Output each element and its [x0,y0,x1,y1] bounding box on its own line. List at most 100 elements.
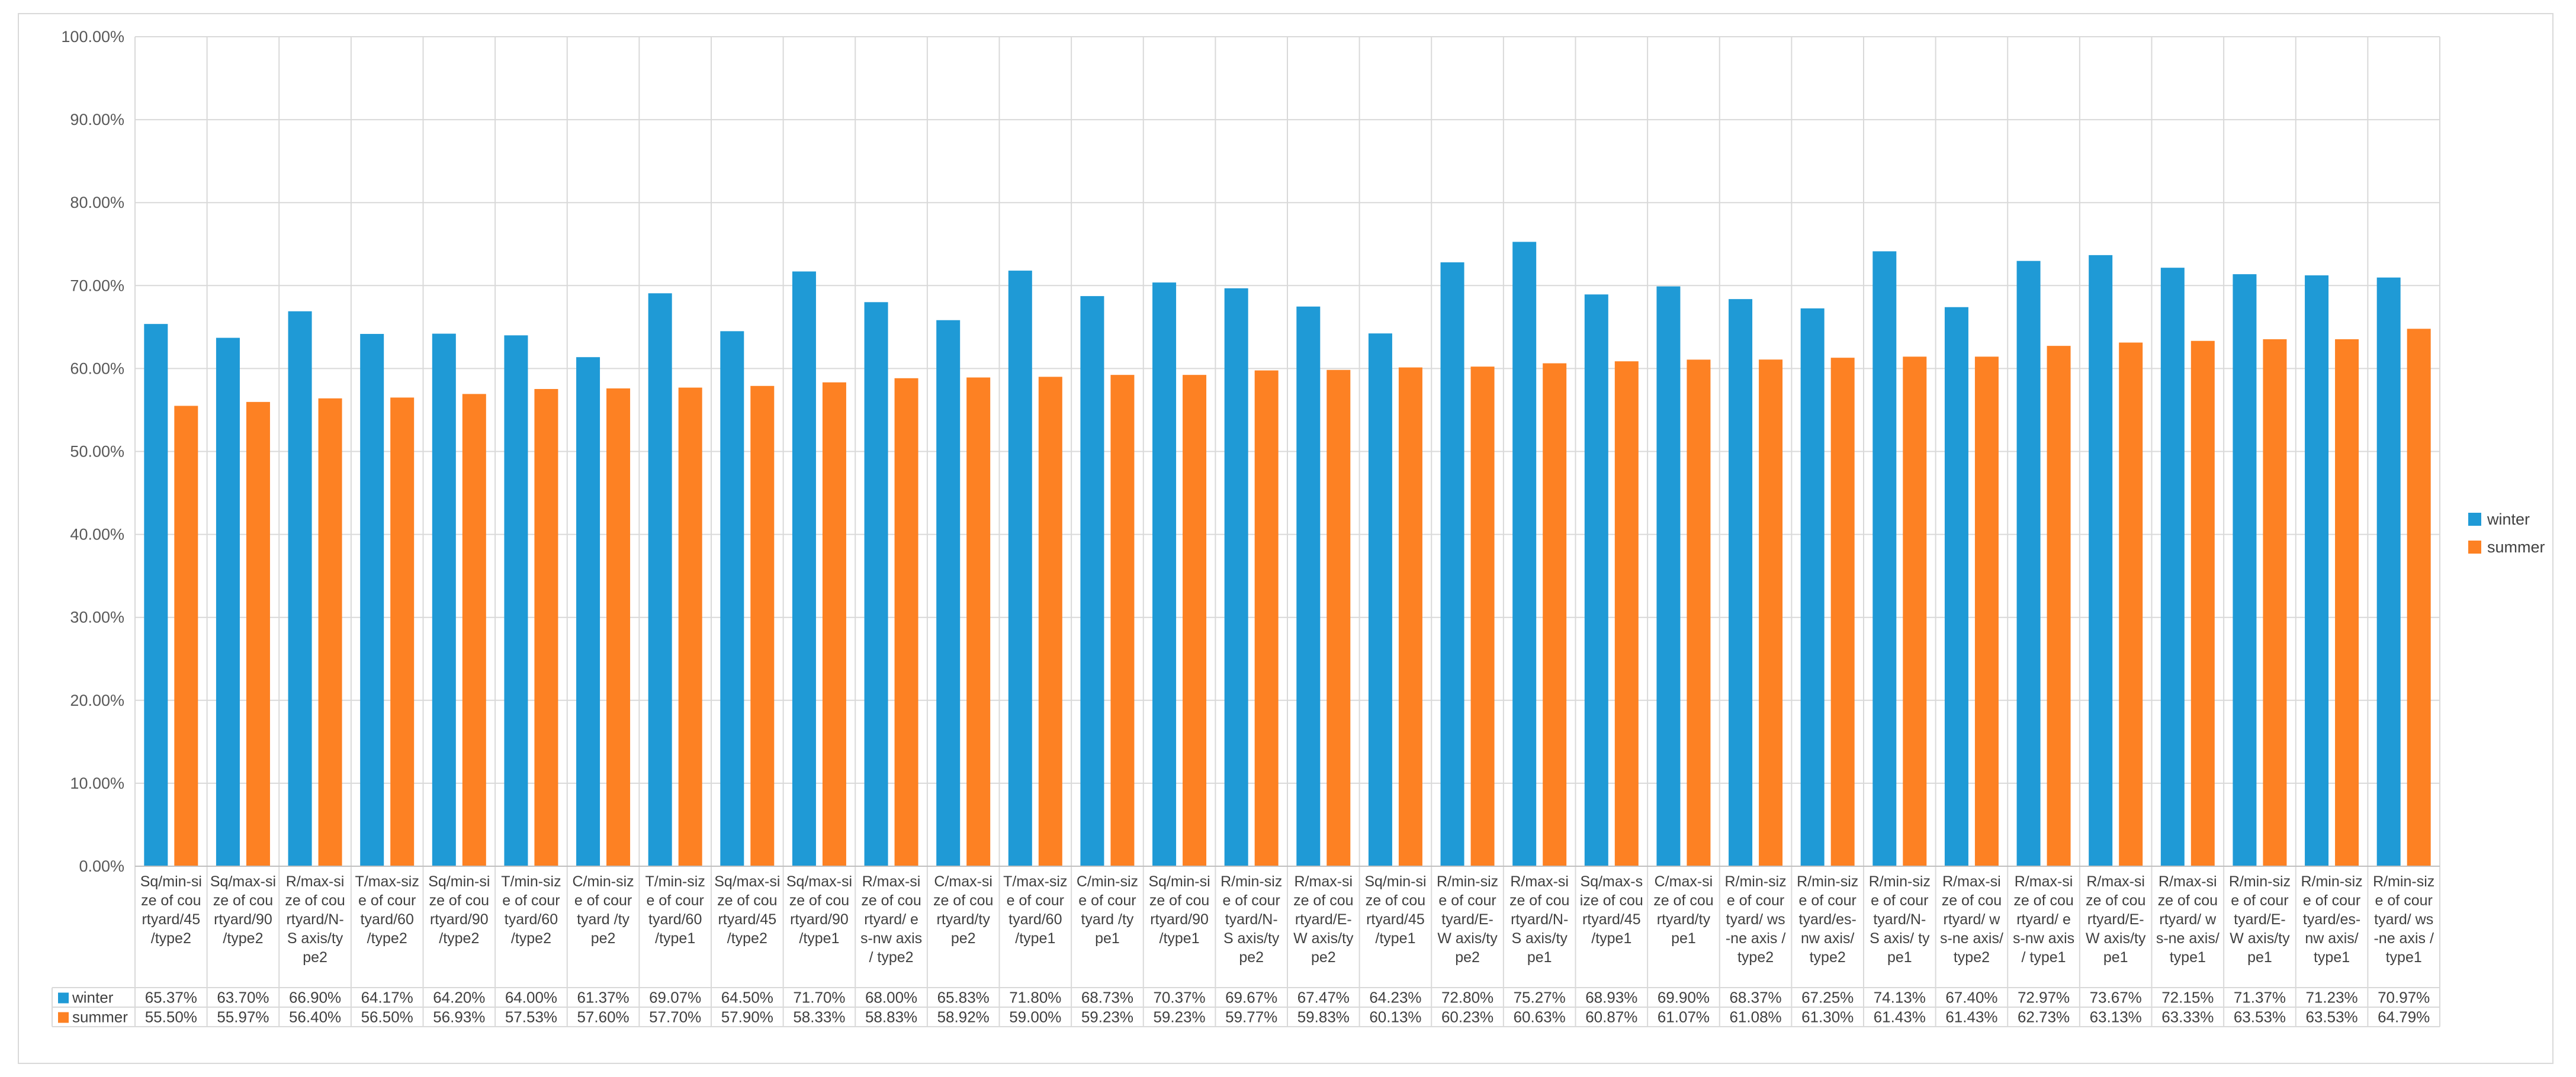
bar-summer [822,382,846,866]
table-cell-value: 60.13% [1369,1008,1421,1026]
legend-key-winter [2468,513,2481,526]
bar-winter [1296,306,1321,866]
bar-summer [678,387,702,866]
bar-summer [1759,359,1783,866]
category-label: C/min-siz e of cour tyard /ty pe2 [572,873,634,947]
table-cell-value: 57.53% [505,1008,557,1026]
table-cell-value: 61.37% [577,989,629,1007]
category-label: R/min-siz e of cour tyard/es-nw axis/type2 [1797,873,1858,966]
category-label: R/min-siz e of cour tyard/ ws -ne axis / typ… [2373,873,2434,966]
category-label: Sq/max-si ze of cou rtyard/45/type2 [714,873,780,947]
bar-summer [462,394,486,866]
bar-summer [1903,356,1927,866]
category-label: T/min-siz e of cour tyard/60/type2 [501,873,561,947]
table-cell-value: 69.67% [1225,989,1277,1007]
category-label: Sq/min-si ze of cou rtyard/90/type2 [428,873,490,947]
table-cell-value: 71.70% [793,989,845,1007]
category-label: T/max-siz e of cour tyard/60/type2 [355,873,419,947]
table-cell-value: 67.47% [1297,989,1350,1007]
table-cell-value: 72.80% [1441,989,1493,1007]
table-cell-value: 56.40% [289,1008,341,1026]
table-legend-key-summer [58,1012,69,1023]
table-cell-value: 55.50% [145,1008,197,1026]
table-cell-value: 63.13% [2090,1008,2142,1026]
table-cell-value: 61.30% [1801,1008,1854,1026]
table-cell-value: 69.90% [1658,989,1710,1007]
bar-winter [2089,255,2113,866]
bar-summer [1038,377,1062,866]
bar-winter [1944,307,1968,866]
bar-summer [2119,342,2143,866]
bar-winter [1656,286,1681,866]
table-cell-value: 75.27% [1514,989,1566,1007]
bar-summer [2263,339,2287,866]
y-tick-label: 100.00% [61,28,124,46]
y-tick-label: 10.00% [70,774,124,792]
category-label: Sq/min-si ze of cou rtyard/45/type1 [1364,873,1426,947]
table-cell-value: 66.90% [289,989,341,1007]
bar-summer [246,401,270,866]
bar-summer [318,398,342,866]
table-cell-value: 61.43% [1945,1008,1997,1026]
bar-summer [750,385,775,866]
y-tick-label: 0.00% [79,857,124,875]
table-cell-value: 60.63% [1514,1008,1566,1026]
table-cell-value: 59.83% [1297,1008,1350,1026]
bar-summer [894,378,918,866]
bar-summer [1183,375,1207,866]
table-legend-key-winter [58,992,69,1004]
bar-winter [1008,271,1032,866]
table-series-name: summer [72,1008,128,1026]
bar-summer [1614,361,1639,866]
table-cell-value: 59.00% [1009,1008,1061,1026]
table-cell-value: 64.17% [361,989,413,1007]
bar-summer [2190,340,2215,866]
bar-winter [432,333,456,866]
table-cell-value: 64.00% [505,989,557,1007]
category-label: R/max-si ze of cou rtyard/N-S axis/ty pe2 [285,873,345,966]
category-label: Sq/max-s ize of cou rtyard/45/type1 [1580,873,1643,947]
category-label: R/max-si ze of cou rtyard/E-W axis/ty pe2 [1293,873,1354,966]
category-label: Sq/min-si ze of cou rtyard/90/type1 [1148,873,1210,947]
table-cell-value: 58.83% [865,1008,917,1026]
y-tick-label: 90.00% [70,111,124,128]
legend-label: winter [2487,510,2530,528]
bar-winter [648,293,672,866]
table-cell-value: 74.13% [1874,989,1926,1007]
table-cell-value: 61.43% [1874,1008,1926,1026]
y-tick-label: 80.00% [70,194,124,211]
table-cell-value: 64.20% [433,989,485,1007]
category-label: R/max-si ze of cou rtyard/ w s-ne axis/type… [1940,873,2003,966]
bar-winter [1512,242,1537,866]
bar-winter [2233,274,2257,866]
y-tick-label: 30.00% [70,609,124,626]
table-cell-value: 61.07% [1658,1008,1710,1026]
bar-winter [288,311,312,866]
legend-label: summer [2487,538,2545,556]
table-cell-value: 70.37% [1153,989,1205,1007]
table-cell-value: 63.33% [2161,1008,2214,1026]
table-cell-value: 68.73% [1081,989,1133,1007]
bar-winter [1368,333,1392,866]
category-label: R/min-siz e of cour tyard/es-nw axis/type1 [2301,873,2362,966]
table-cell-value: 72.97% [2018,989,2070,1007]
bar-winter [2305,275,2329,866]
category-label: C/max-si ze of cou rtyard/ty pe1 [1653,873,1713,947]
table-cell-value: 58.33% [793,1008,845,1026]
bar-summer [1398,367,1422,866]
category-label: R/min-siz e of cour tyard/E-W axis/ty pe2 [1437,873,1498,966]
table-cell-value: 57.70% [649,1008,701,1026]
table-cell-value: 67.25% [1801,989,1854,1007]
bar-winter [2016,261,2041,866]
bar-winter [1224,288,1248,866]
bar-summer [1830,358,1855,866]
bar-winter [144,324,168,866]
category-label: R/max-si ze of cou rtyard/ w s-ne axis/type… [2156,873,2220,966]
table-cell-value: 60.23% [1441,1008,1493,1026]
table-cell-value: 68.37% [1729,989,1781,1007]
table-cell-value: 70.97% [2378,989,2430,1007]
category-label: T/min-siz e of cour tyard/60/type1 [645,873,705,947]
bar-summer [1326,369,1351,866]
category-label: T/max-siz e of cour tyard/60/type1 [1003,873,1067,947]
category-label: C/min-siz e of cour tyard /ty pe1 [1077,873,1138,947]
